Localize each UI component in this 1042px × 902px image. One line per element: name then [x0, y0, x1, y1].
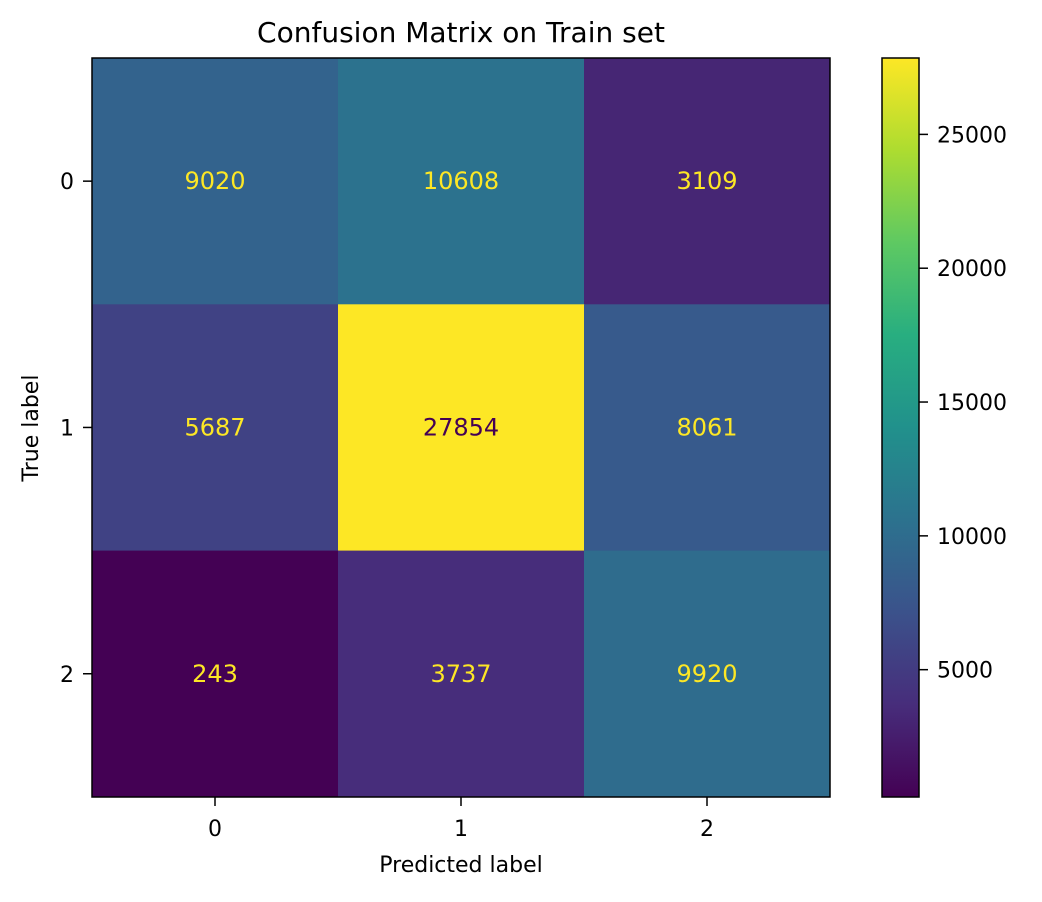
heatmap-cell — [92, 58, 339, 305]
cell-value-label: 8061 — [676, 413, 737, 441]
heatmap-cell — [338, 550, 585, 798]
x-tick-label: 1 — [454, 817, 468, 842]
x-axis-label: Predicted label — [379, 853, 542, 878]
heatmap-cell — [92, 550, 339, 798]
colorbar-tick-label: 20000 — [937, 257, 1007, 282]
cell-value-label: 5687 — [184, 413, 245, 441]
y-axis-label: True label — [19, 375, 44, 483]
cell-value-label: 10608 — [423, 167, 499, 195]
heatmap-cell — [338, 304, 585, 552]
heatmap-cell — [584, 304, 831, 552]
heatmap-cell — [584, 58, 831, 305]
colorbar — [881, 57, 920, 798]
cell-value-label: 27854 — [423, 413, 499, 441]
heatmap-cell-labels: 9020 10608 3109 5687 27854 8061 243 3737 9920 — [184, 167, 737, 688]
colorbar-tick-label: 5000 — [937, 659, 993, 684]
heatmap-cells — [92, 58, 831, 798]
cell-value-label: 3109 — [676, 167, 737, 195]
colorbar-tick-label: 15000 — [937, 391, 1007, 416]
cell-value-label: 9020 — [184, 167, 245, 195]
x-tick-label: 2 — [700, 817, 714, 842]
x-tick-label: 0 — [208, 817, 222, 842]
heatmap-cell — [92, 304, 339, 552]
colorbar-ticks: 5000 10000 15000 20000 25000 — [919, 123, 1007, 684]
y-axis-ticks: 0 1 2 — [60, 170, 92, 688]
chart-title: Confusion Matrix on Train set — [257, 16, 665, 49]
x-axis-ticks: 0 1 2 — [208, 797, 714, 842]
heatmap-cell — [584, 550, 831, 798]
y-tick-label: 1 — [60, 416, 74, 441]
cell-value-label: 3737 — [430, 660, 491, 688]
heatmap-cell — [338, 58, 585, 305]
cell-value-label: 243 — [192, 660, 238, 688]
y-tick-label: 2 — [60, 663, 74, 688]
cell-value-label: 9920 — [676, 660, 737, 688]
colorbar-tick-label: 25000 — [937, 123, 1007, 148]
y-tick-label: 0 — [60, 170, 74, 195]
colorbar-tick-label: 10000 — [937, 525, 1007, 550]
